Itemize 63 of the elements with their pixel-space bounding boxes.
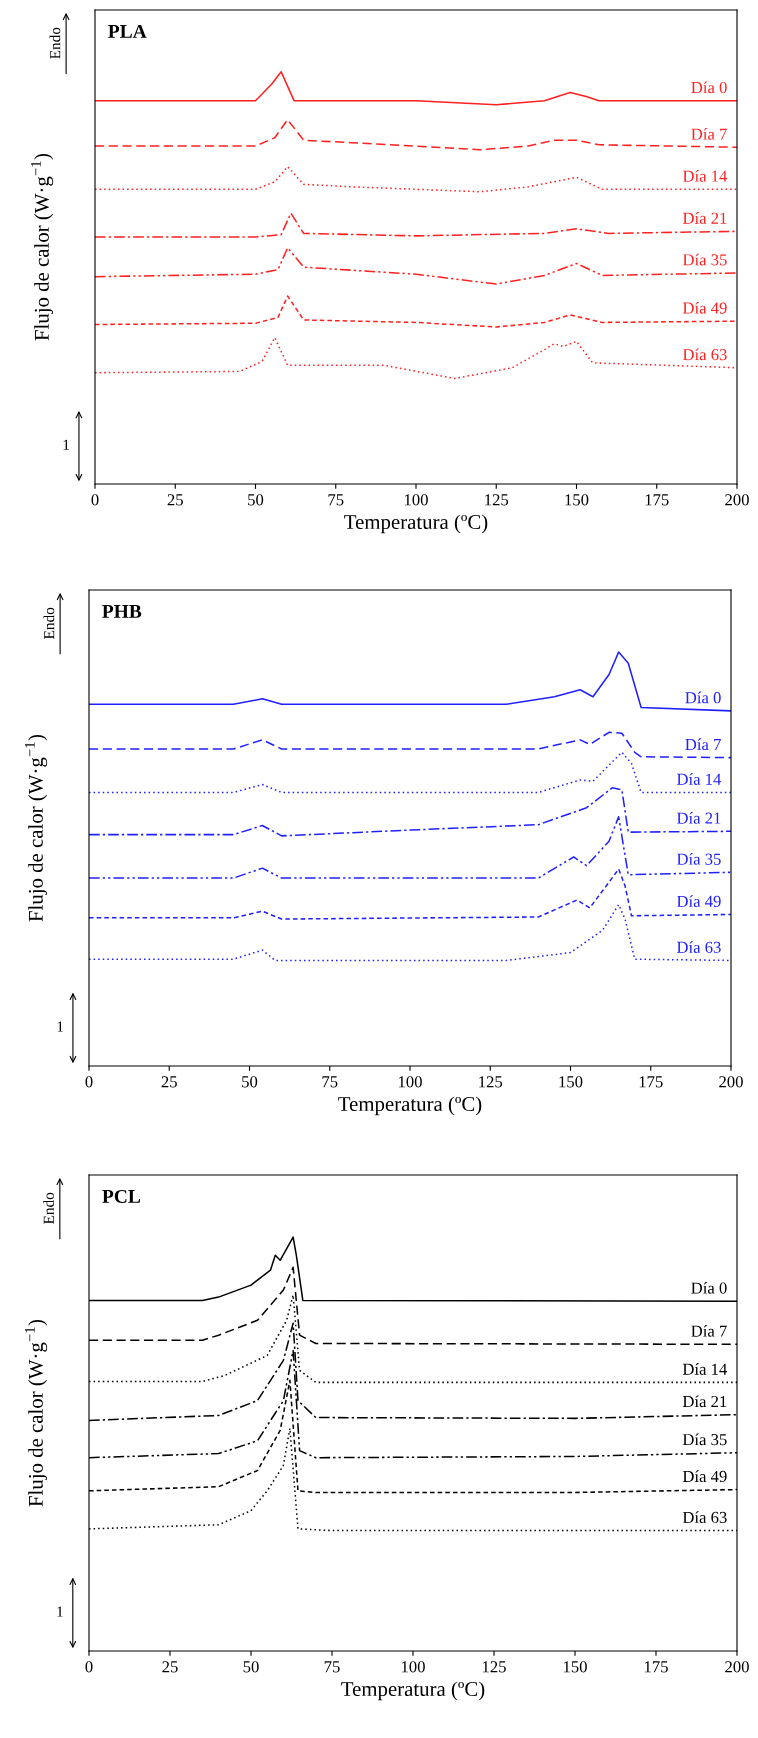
chart-title: PHB bbox=[102, 605, 142, 618]
series-label: Día 7 bbox=[685, 738, 721, 751]
series-label: Día 7 bbox=[691, 1325, 727, 1337]
text: Endo bbox=[49, 27, 61, 59]
series-label: Día 49 bbox=[682, 301, 727, 314]
text: Endo bbox=[43, 607, 55, 639]
x-tick-label: 175 bbox=[644, 1661, 668, 1673]
series-label: Día 14 bbox=[682, 1363, 728, 1375]
x-tick-label: 25 bbox=[167, 494, 183, 506]
x-tick-label: 25 bbox=[161, 1076, 177, 1088]
series-label: Día 63 bbox=[682, 348, 727, 361]
series-label: Día 35 bbox=[682, 253, 727, 266]
series-label: Día 35 bbox=[682, 1433, 727, 1446]
x-tick-label: 100 bbox=[404, 494, 428, 506]
series-label: Día 0 bbox=[691, 1281, 727, 1294]
x-tick-label: 125 bbox=[479, 1076, 503, 1088]
x-tick-label: 150 bbox=[563, 1661, 587, 1673]
text: 1 bbox=[63, 439, 70, 450]
y-axis-title: Flujo de calor (W·g$^{−1}$) bbox=[25, 734, 48, 922]
y-axis-title: Flujo de calor (W·g$^{−1}$) bbox=[25, 1319, 48, 1507]
x-tick-label: 125 bbox=[485, 494, 509, 506]
x-tick-label: 150 bbox=[559, 1076, 583, 1088]
series-label: Día 0 bbox=[691, 81, 727, 94]
x-tick-label: 0 bbox=[85, 1076, 93, 1088]
series-label: Día 35 bbox=[676, 853, 721, 865]
x-tick-label: 75 bbox=[322, 1076, 338, 1088]
y-axis-title: Flujo de calor (W·g$^{−1}$) bbox=[31, 153, 54, 341]
text: 1 bbox=[57, 1606, 63, 1617]
series-label: Día 49 bbox=[682, 1470, 727, 1483]
x-tick-label: 175 bbox=[645, 494, 669, 506]
series-label: Día 14 bbox=[682, 170, 728, 182]
x-tick-label: 100 bbox=[398, 1076, 422, 1088]
series-label: Día 63 bbox=[676, 941, 721, 953]
x-axis-title: Temperatura (ºC) bbox=[341, 1681, 485, 1701]
x-tick-label: 0 bbox=[85, 1661, 93, 1673]
x-tick-label: 50 bbox=[248, 494, 264, 506]
x-tick-label: 125 bbox=[482, 1661, 506, 1673]
chart-title: PLA bbox=[108, 24, 147, 38]
text: Endo bbox=[43, 1192, 54, 1224]
x-tick-label: 200 bbox=[725, 494, 749, 506]
x-axis-title: Temperatura (ºC) bbox=[344, 514, 488, 534]
x-tick-label: 200 bbox=[719, 1076, 743, 1088]
chart-title: PCL bbox=[102, 1189, 141, 1203]
series-label: Día 14 bbox=[676, 773, 722, 785]
series-label: Día 49 bbox=[676, 895, 721, 907]
series-label: Día 7 bbox=[691, 127, 727, 140]
x-tick-label: 75 bbox=[328, 494, 344, 506]
text: 1 bbox=[57, 1021, 64, 1032]
x-tick-label: 175 bbox=[639, 1076, 663, 1088]
series-label: Día 21 bbox=[676, 812, 721, 824]
x-tick-label: 0 bbox=[91, 494, 99, 506]
x-tick-label: 50 bbox=[243, 1661, 259, 1673]
series-label: Día 0 bbox=[685, 691, 721, 704]
x-tick-label: 150 bbox=[565, 494, 589, 506]
x-axis-title: Temperatura (ºC) bbox=[338, 1096, 482, 1116]
x-tick-label: 75 bbox=[324, 1661, 340, 1673]
series-label: Día 21 bbox=[682, 1395, 727, 1408]
x-tick-label: 25 bbox=[162, 1661, 178, 1673]
series-label: Día 63 bbox=[682, 1511, 727, 1524]
x-tick-label: 50 bbox=[242, 1076, 258, 1088]
x-tick-label: 200 bbox=[725, 1661, 749, 1673]
series-label: Día 21 bbox=[682, 212, 727, 224]
x-tick-label: 100 bbox=[401, 1661, 425, 1673]
